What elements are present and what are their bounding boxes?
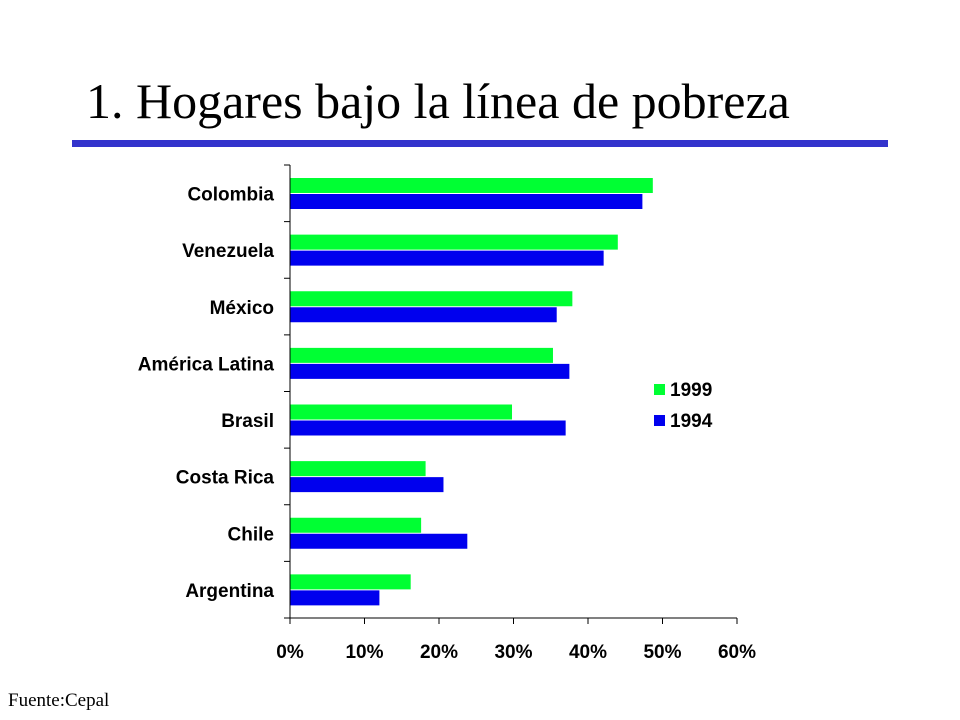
bar-brasil-1999	[290, 404, 513, 420]
x-tick-label: 60%	[718, 642, 756, 663]
x-tick-label: 50%	[643, 642, 681, 663]
x-tick-label: 20%	[420, 642, 458, 663]
legend-label: 1999	[670, 380, 712, 401]
bar-america-latina-1999	[290, 347, 553, 363]
y-tick-label: Argentina	[185, 581, 274, 602]
bar-argentina-1994	[290, 590, 380, 606]
bar-argentina-1999	[290, 574, 411, 590]
x-tick-label: 40%	[569, 642, 607, 663]
slide-title: 1. Hogares bajo la línea de pobreza	[86, 73, 790, 129]
title-underline	[72, 140, 888, 147]
bar-mexico-1999	[290, 291, 573, 307]
y-tick-label: Venezuela	[182, 241, 274, 262]
legend-label: 1994	[670, 411, 713, 432]
x-tick-label: 30%	[494, 642, 532, 663]
bar-costa-rica-1999	[290, 461, 426, 477]
bar-america-latina-1994	[290, 363, 570, 379]
y-tick-label: México	[210, 298, 274, 319]
legend-swatch-1999	[654, 384, 665, 395]
y-tick-label: Chile	[228, 524, 274, 545]
bar-costa-rica-1994	[290, 477, 444, 493]
bar-brasil-1994	[290, 420, 566, 436]
bar-chile-1994	[290, 533, 468, 549]
source-note: Fuente:Cepal	[8, 690, 110, 711]
bar-colombia-1999	[290, 178, 653, 193]
y-tick-label: Costa Rica	[176, 468, 275, 489]
bar-chile-1999	[290, 517, 422, 533]
bar-venezuela-1999	[290, 234, 618, 250]
y-tick-label: Colombia	[187, 185, 274, 206]
x-tick-label: 10%	[345, 642, 383, 663]
x-tick-label: 0%	[276, 642, 304, 663]
bar-colombia-1994	[290, 194, 643, 209]
y-tick-label: América Latina	[138, 354, 275, 375]
legend-swatch-1994	[654, 415, 665, 426]
y-tick-label: Brasil	[221, 411, 274, 432]
bar-mexico-1994	[290, 307, 557, 323]
bar-venezuela-1994	[290, 250, 604, 266]
